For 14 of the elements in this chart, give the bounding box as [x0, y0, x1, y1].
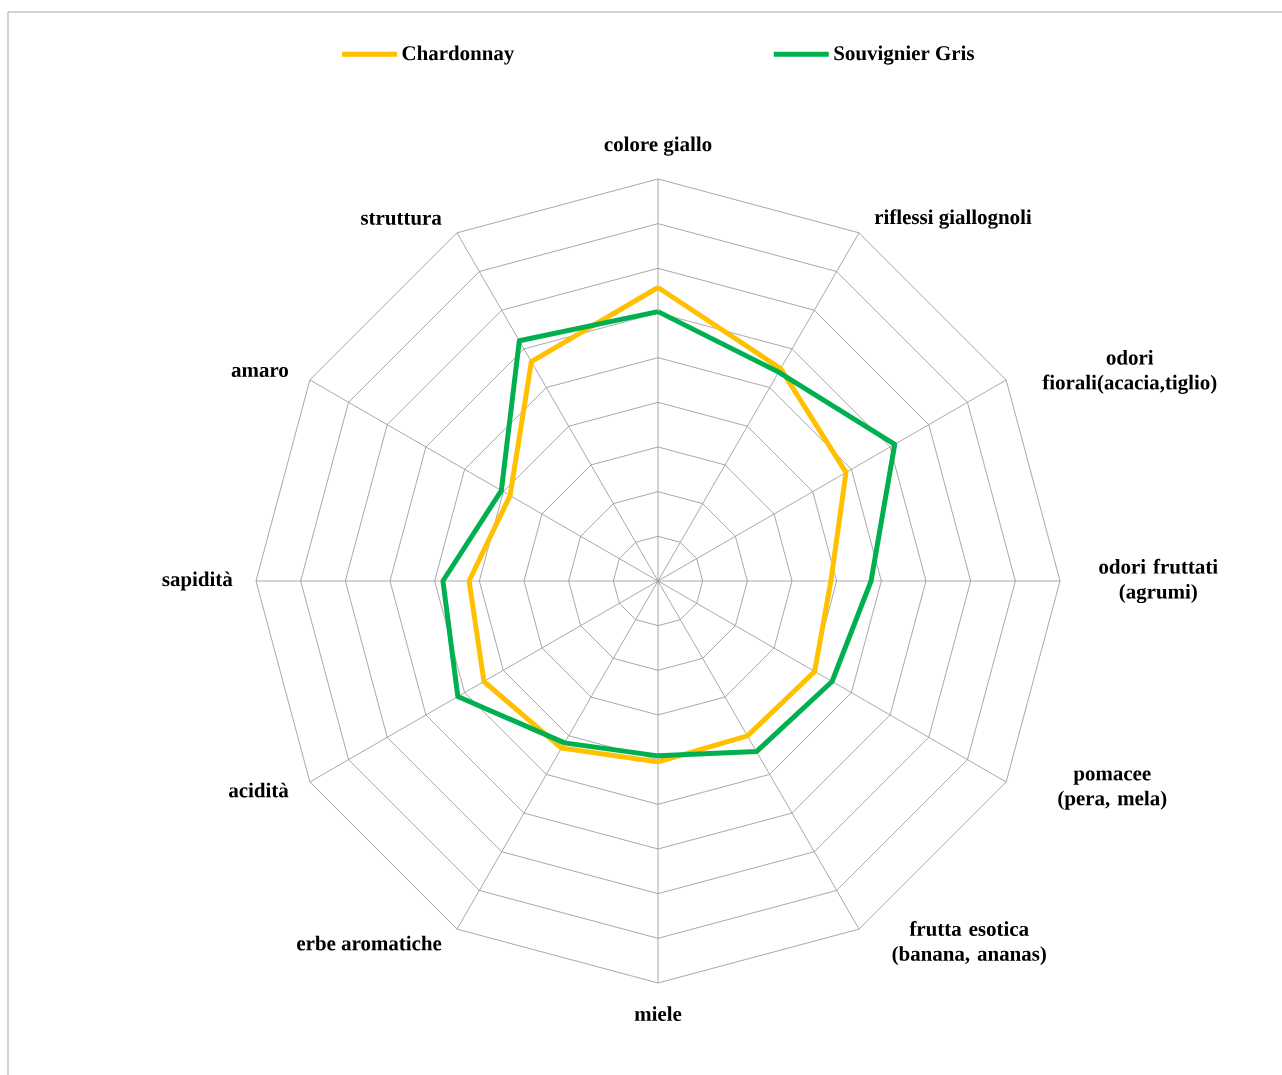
spoke-label: miele: [634, 1006, 682, 1021]
spoke-label: struttura: [361, 212, 442, 225]
spoke-label: odori fiorali(acacia,tiglio): [1042, 349, 1217, 394]
spoke-label: sapidità: [162, 571, 233, 591]
spoke-label: odori fruttati (agrumi): [1099, 558, 1218, 604]
spoke-label: acidità: [229, 782, 289, 798]
spoke-label: amaro: [231, 366, 288, 377]
legend-label: Chardonnay: [402, 45, 515, 65]
spoke-label: erbe aromatiche: [297, 935, 442, 951]
spoke-label: colore giallo: [604, 136, 712, 156]
spoke-label: riflessi giallognoli: [874, 209, 1032, 229]
spoke-label: pomacee (pera, mela): [1058, 770, 1167, 810]
legend-label: Souvignier Gris: [834, 45, 974, 65]
spoke-label: frutta esotica (banana, ananas): [892, 921, 1046, 966]
